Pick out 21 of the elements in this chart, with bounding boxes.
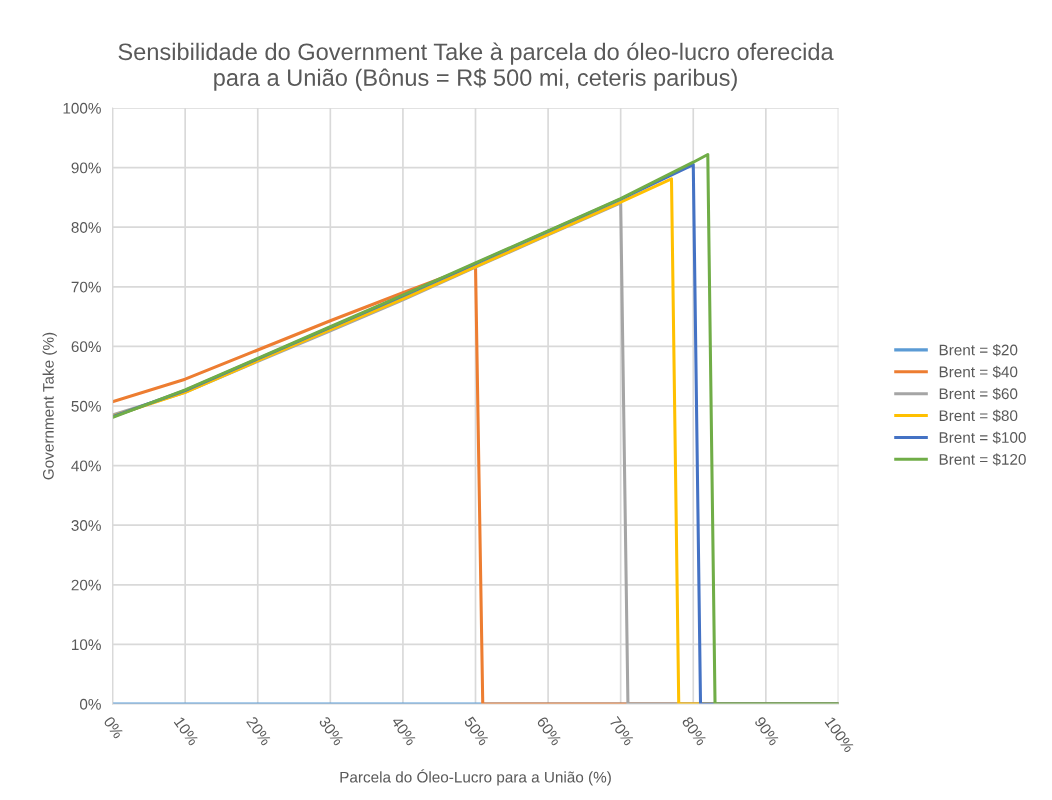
y-tick-label: 40% xyxy=(71,460,101,472)
y-axis-title: Government Take (%) xyxy=(42,332,57,480)
y-tick-label: 10% xyxy=(72,639,101,651)
x-tick-label: 0% xyxy=(103,715,125,740)
legend-label: Brent = $60 xyxy=(939,387,1018,401)
y-tick-label: 80% xyxy=(71,222,101,233)
legend-label: Brent = $40 xyxy=(939,365,1018,379)
y-tick-label: 70% xyxy=(71,281,101,293)
y-tick-label: 50% xyxy=(71,400,101,412)
legend-label: Brent = $20 xyxy=(939,343,1018,357)
chart-title: Sensibilidade do Government Take à parcela do óleo-lucro oferecida para a União (Bônus = R$ 500 mi, ceteris paribus) xyxy=(118,42,834,91)
y-tick-label: 20% xyxy=(71,579,101,591)
legend-label: Brent = $120 xyxy=(939,453,1026,466)
legend-label: Brent = $100 xyxy=(939,431,1026,444)
y-tick-label: 90% xyxy=(71,162,101,174)
y-tick-label: 0% xyxy=(79,698,101,710)
legend-label: Brent = $80 xyxy=(939,409,1018,422)
x-axis-title: Parcela do Óleo-Lucro para a União (%) xyxy=(340,769,611,786)
y-tick-label: 60% xyxy=(71,341,101,353)
y-tick-label: 30% xyxy=(71,520,101,531)
y-tick-label: 100% xyxy=(63,102,101,114)
